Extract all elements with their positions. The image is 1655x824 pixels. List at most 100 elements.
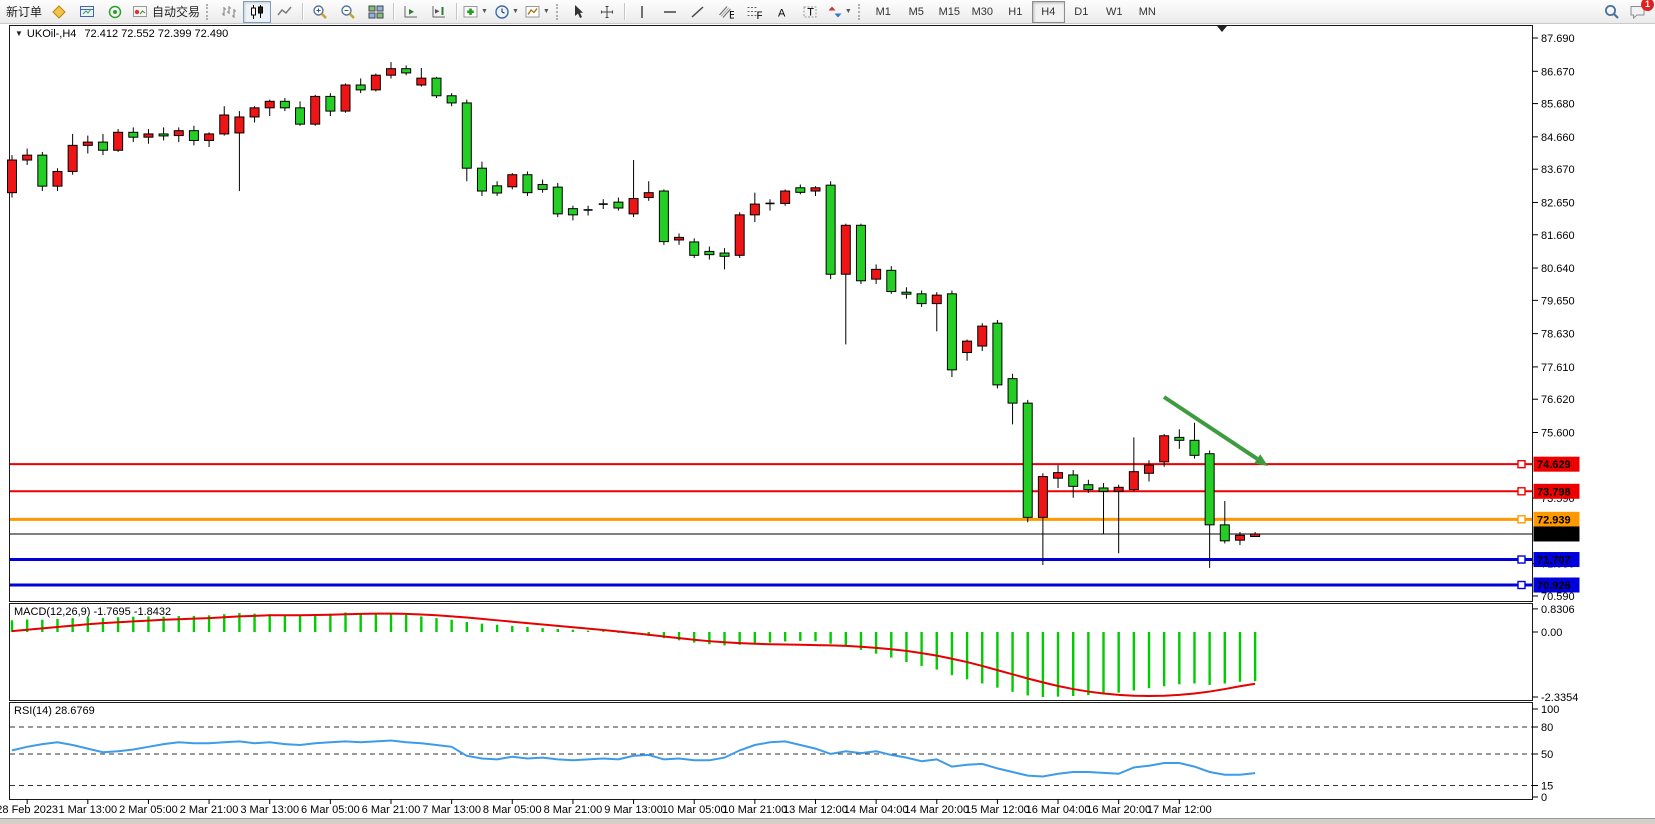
auto-scroll-button[interactable] [397, 1, 425, 23]
tile-windows-button[interactable] [362, 1, 390, 23]
toolbar-grip[interactable] [857, 3, 862, 20]
candle-body [552, 186, 563, 215]
time-axis-label[interactable]: 2 Mar 21:00 [180, 804, 239, 816]
candle-body [719, 252, 730, 257]
price-axis-label: 87.690 [1541, 33, 1575, 45]
tf-w1-button[interactable]: W1 [1098, 1, 1131, 23]
blue-support-line-1-handle[interactable] [1517, 555, 1526, 564]
time-axis-label[interactable]: 9 Mar 13:00 [604, 804, 663, 816]
svg-text:A: A [778, 7, 786, 19]
order-ticket-icon [51, 4, 67, 20]
vertical-line-button[interactable] [628, 1, 656, 23]
toolbar-grip[interactable] [206, 3, 210, 20]
symbol-dropdown-icon[interactable]: ▼ [15, 29, 23, 38]
line-chart-button[interactable] [271, 1, 299, 23]
search-button[interactable] [1603, 3, 1621, 21]
zoom-in-button[interactable] [306, 1, 334, 23]
rsi-pane[interactable] [9, 702, 1533, 800]
crosshair-button[interactable] [593, 1, 621, 23]
equidistant-channel-button[interactable]: E [712, 1, 740, 23]
time-axis-label[interactable]: 14 Mar 04:00 [844, 804, 909, 816]
chart-window-button[interactable] [73, 1, 101, 23]
time-axis-label[interactable]: 1 Mar 13:00 [58, 804, 117, 816]
rsi-line [11, 739, 1256, 778]
time-axis-label[interactable]: 14 Mar 20:00 [904, 804, 969, 816]
blue-support-line-1-price-box [1533, 552, 1580, 568]
time-axis-label[interactable]: 3 Mar 13:00 [240, 804, 299, 816]
orange-level-line-handle[interactable] [1517, 515, 1526, 524]
cursor-button[interactable] [565, 1, 593, 23]
resistance-line-1-price-label: 74.629 [1537, 459, 1571, 471]
candle-body [446, 95, 457, 104]
time-axis-label[interactable]: 7 Mar 13:00 [422, 804, 481, 816]
notifications-button[interactable]: 1 [1629, 0, 1654, 21]
tf-m5-button[interactable]: M5 [900, 1, 933, 23]
toolbar-separator [623, 3, 625, 20]
chart-shift-button[interactable] [425, 1, 453, 23]
auto-trading-button[interactable]: 自动交易 [129, 1, 203, 23]
tf-d1-button[interactable]: D1 [1065, 1, 1098, 23]
toolbar-grip[interactable] [555, 3, 560, 20]
candle-body [901, 291, 912, 295]
candle-body [522, 174, 533, 194]
time-axis-label[interactable]: 6 Mar 05:00 [301, 804, 360, 816]
time-axis-label[interactable]: 2 Mar 05:00 [119, 804, 178, 816]
new-order-button[interactable]: 新订单 [3, 1, 45, 23]
order-ticket-button[interactable] [45, 1, 73, 23]
horizontal-line-button[interactable] [656, 1, 684, 23]
indicators-button[interactable]: ▼ [460, 1, 491, 23]
time-axis-label[interactable]: 6 Mar 21:00 [362, 804, 421, 816]
time-axis-label[interactable]: 28 Feb 2023 [0, 804, 58, 816]
resistance-line-1-handle[interactable] [1517, 459, 1526, 469]
trend-arrow-annotation[interactable] [1162, 395, 1259, 461]
candle-body [1189, 439, 1200, 456]
time-axis-label[interactable]: 8 Mar 21:00 [544, 804, 603, 816]
macd-axis-label: 0.00 [1541, 627, 1562, 639]
candle-body [1007, 378, 1018, 404]
rsi-axis-label: 100 [1541, 704, 1559, 716]
text-tool-button[interactable]: A [768, 1, 796, 23]
candle-body [310, 95, 321, 125]
periods-menu-button[interactable]: ▼ [491, 1, 522, 23]
tf-mn-button[interactable]: MN [1131, 1, 1164, 23]
current-price-line-price-box [1533, 526, 1580, 542]
templates-button[interactable]: ▼ [522, 1, 553, 23]
text-label-button[interactable]: T [796, 1, 824, 23]
tf-h1-button[interactable]: H1 [999, 1, 1032, 23]
time-axis-label[interactable]: 8 Mar 05:00 [483, 804, 542, 816]
candle-body [340, 84, 351, 112]
zoom-out-button[interactable] [334, 1, 362, 23]
blue-support-line-2-handle[interactable] [1517, 580, 1526, 590]
market-signal-button[interactable] [101, 1, 129, 23]
candle-body [158, 133, 169, 137]
candle-body [1174, 436, 1185, 441]
time-axis-label[interactable]: 10 Mar 21:00 [722, 804, 787, 816]
resistance-line-2-handle[interactable] [1517, 487, 1526, 496]
cursor-icon [571, 4, 587, 20]
bar-chart-button[interactable] [215, 1, 243, 23]
tf-m15-button[interactable]: M15 [933, 1, 966, 23]
time-axis-label[interactable]: 16 Mar 04:00 [1026, 804, 1091, 816]
main-chart-pane[interactable] [9, 25, 1533, 602]
candle-chart-button[interactable] [243, 0, 272, 23]
crosshair-icon [599, 4, 615, 20]
chart-shift-marker[interactable] [1217, 26, 1227, 32]
arrows-button[interactable]: ▼ [824, 1, 855, 23]
time-axis-label[interactable]: 17 Mar 12:00 [1147, 804, 1212, 816]
time-axis-label[interactable]: 15 Mar 12:00 [965, 804, 1030, 816]
tf-h4-button[interactable]: H4 [1031, 0, 1065, 23]
text-icon: A [774, 4, 790, 20]
macd-pane[interactable] [9, 603, 1533, 701]
fibonacci-button[interactable]: F [740, 1, 768, 23]
trendline-button[interactable] [684, 1, 712, 23]
tf-m30-button[interactable]: M30 [966, 1, 999, 23]
auto-trading-label: 自动交易 [152, 5, 201, 19]
symbol-period-label: UKOil-,H4 [26, 28, 77, 40]
rsi-axis-label: 50 [1541, 749, 1553, 761]
tf-m1-button[interactable]: M1 [867, 1, 900, 23]
candle-body [674, 236, 685, 241]
time-axis-label[interactable]: 13 Mar 12:00 [783, 804, 848, 816]
time-axis-label[interactable]: 10 Mar 05:00 [662, 804, 727, 816]
time-axis-label[interactable]: 16 Mar 20:00 [1086, 804, 1151, 816]
